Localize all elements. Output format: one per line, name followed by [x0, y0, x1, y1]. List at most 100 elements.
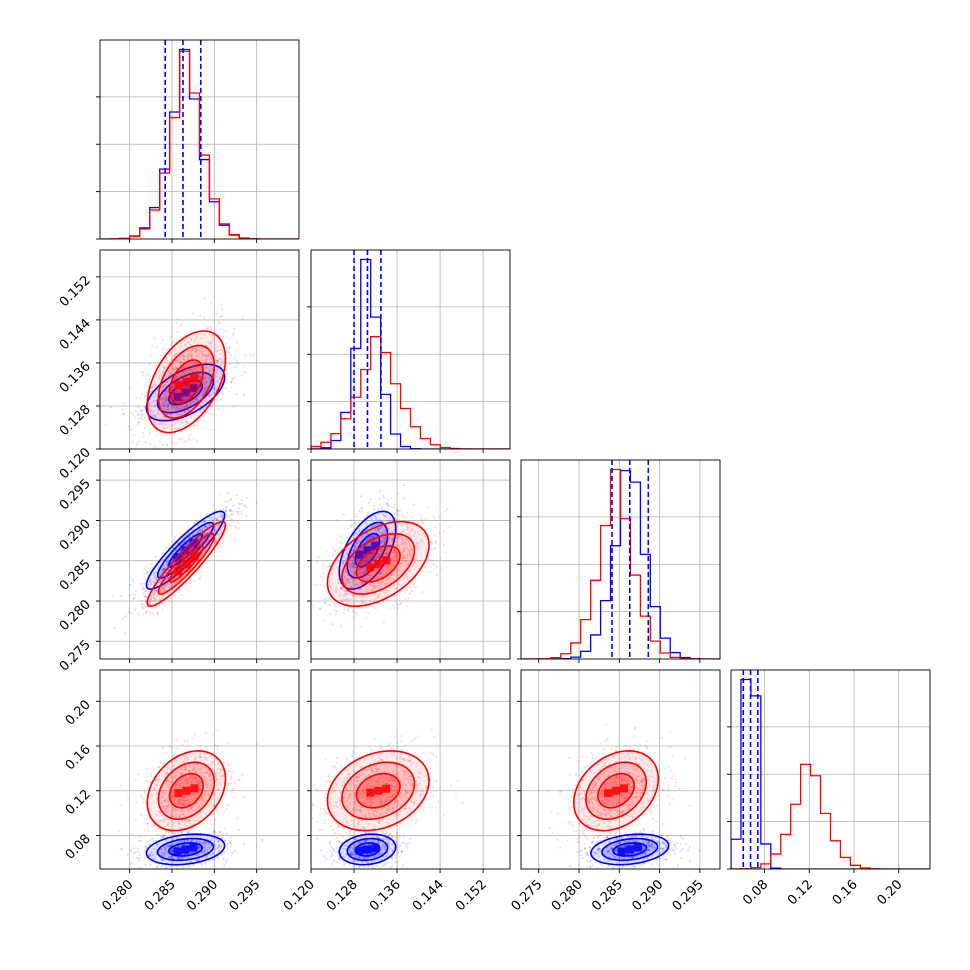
- scatter-point: [207, 376, 211, 379]
- scatter-point: [378, 526, 381, 529]
- scatter-point: [186, 839, 189, 842]
- scatter-point: [406, 563, 409, 566]
- scatter-point: [178, 362, 182, 365]
- scatter-point: [412, 520, 415, 524]
- histogram-panel-0: [96, 39, 300, 243]
- scatter-point: [160, 857, 163, 861]
- scatter-point: [162, 567, 165, 570]
- scatter-point: [350, 564, 353, 567]
- scatter-point: [166, 560, 170, 563]
- scatter-point: [379, 527, 382, 530]
- scatter-point: [171, 849, 174, 852]
- scatter-point: [418, 572, 422, 576]
- scatter-point: [194, 381, 197, 385]
- scatter-point: [138, 417, 141, 420]
- scatter-point: [355, 542, 359, 546]
- scatter-point: [173, 355, 176, 358]
- scatter-point: [184, 385, 187, 388]
- scatter-point: [348, 547, 351, 550]
- scatter-point: [201, 354, 204, 357]
- scatter-point: [326, 566, 329, 569]
- scatter-point: [153, 591, 156, 594]
- scatter-point: [172, 443, 175, 446]
- scatter-point: [214, 848, 217, 851]
- scatter-point: [169, 844, 172, 847]
- scatter-point: [209, 325, 212, 328]
- scatter-point: [180, 857, 183, 860]
- scatter-point: [373, 539, 376, 542]
- scatter-point: [229, 844, 232, 848]
- scatter-point: [371, 553, 374, 556]
- scatter-point: [217, 854, 220, 857]
- scatter-point: [375, 540, 378, 543]
- scatter-point: [383, 591, 386, 595]
- density-bin: [182, 377, 191, 386]
- scatter-point: [371, 557, 374, 560]
- scatter-point: [342, 588, 345, 591]
- scatter-point: [183, 398, 186, 401]
- scatter-point: [182, 373, 186, 376]
- scatter-point: [208, 539, 211, 542]
- scatter-point: [218, 526, 221, 529]
- scatter-point: [216, 359, 219, 362]
- scatter-point: [164, 555, 167, 558]
- scatter-point: [188, 535, 191, 538]
- density-bin: [181, 388, 190, 397]
- scatter-point: [373, 516, 376, 519]
- scatter-point: [348, 610, 351, 613]
- scatter-point: [209, 361, 213, 364]
- scatter-point: [181, 371, 184, 374]
- scatter-point: [382, 495, 385, 498]
- scatter-point: [198, 393, 202, 396]
- scatter-point: [183, 388, 187, 391]
- scatter-point: [373, 551, 376, 554]
- scatter-point: [154, 555, 157, 559]
- scatter-point: [144, 605, 147, 608]
- scatter-point: [369, 498, 372, 501]
- scatter-point: [189, 840, 192, 843]
- scatter-point: [175, 845, 178, 848]
- scatter-point: [229, 497, 232, 500]
- scatter-point: [204, 381, 208, 385]
- scatter-point: [220, 364, 223, 367]
- scatter-point: [392, 583, 396, 586]
- scatter-point: [191, 370, 194, 374]
- scatter-point: [382, 565, 385, 569]
- scatter-point: [139, 582, 142, 585]
- scatter-point: [160, 403, 163, 406]
- scatter-point: [203, 533, 206, 536]
- scatter-point: [349, 563, 352, 566]
- scatter-point: [340, 586, 343, 589]
- scatter-point: [175, 376, 178, 380]
- scatter-point: [152, 594, 156, 597]
- scatter-point: [350, 533, 354, 536]
- scatter-point: [379, 556, 383, 559]
- scatter-point: [203, 538, 206, 542]
- scatter-point: [204, 543, 207, 546]
- scatter-point: [146, 570, 149, 574]
- scatter-point: [187, 349, 191, 353]
- scatter-point: [166, 389, 170, 392]
- scatter-point: [224, 330, 228, 333]
- scatter-point: [372, 577, 375, 580]
- scatter-point: [192, 382, 195, 385]
- scatter-point: [391, 540, 394, 543]
- scatter-point: [217, 519, 220, 522]
- scatter-point: [132, 581, 135, 584]
- scatter-point: [200, 539, 203, 542]
- scatter-point: [228, 515, 231, 519]
- scatter-point: [221, 515, 224, 518]
- scatter-point: [439, 557, 442, 560]
- scatter-point: [162, 416, 165, 419]
- scatter-point: [379, 585, 383, 588]
- scatter-point: [342, 612, 346, 615]
- scatter-point: [395, 508, 398, 511]
- scatter-point: [397, 510, 400, 513]
- scatter-point: [411, 529, 414, 533]
- scatter-point: [369, 584, 372, 587]
- scatter-point: [162, 567, 166, 571]
- scatter-point: [165, 396, 168, 399]
- scatter-point: [175, 352, 178, 355]
- scatter-point: [162, 583, 165, 586]
- scatter-point: [413, 530, 417, 533]
